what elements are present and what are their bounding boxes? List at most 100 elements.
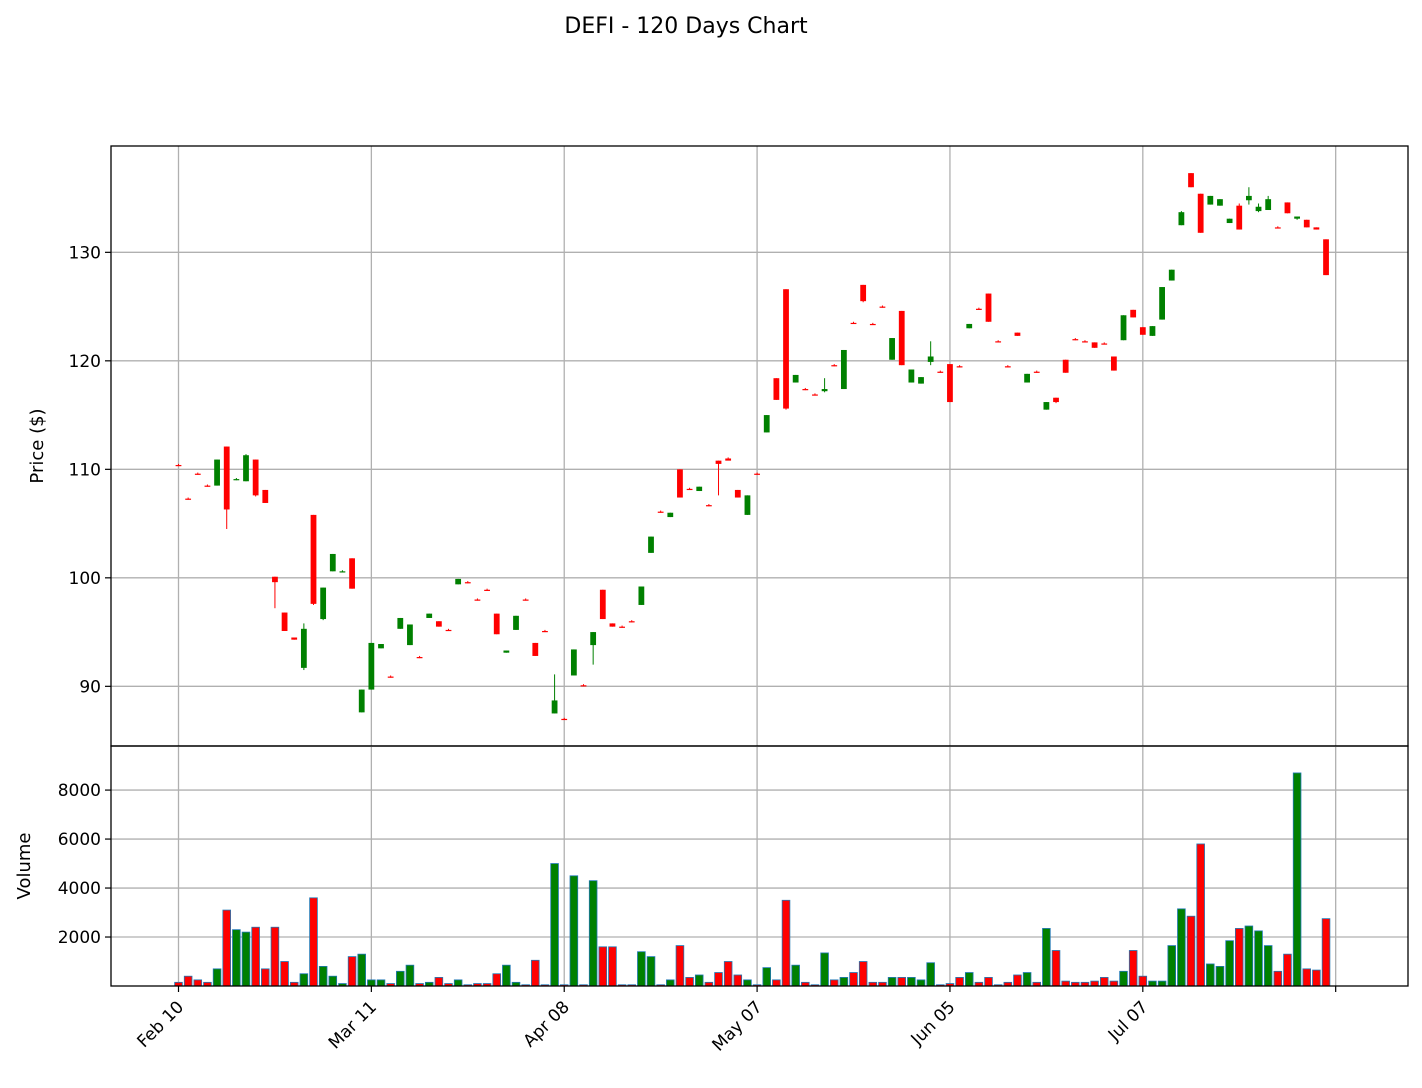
volume-bar <box>1119 970 1128 987</box>
candle-body <box>1043 402 1050 410</box>
candle-body <box>1197 193 1204 233</box>
volume-bar <box>550 863 559 987</box>
candle-body <box>194 473 201 475</box>
volume-bar <box>376 979 386 987</box>
candle-body <box>715 460 722 464</box>
candle-body <box>889 338 895 360</box>
price-axis-label: Price ($) <box>27 408 48 483</box>
candle-body <box>1188 173 1194 188</box>
candle-body <box>1004 366 1011 368</box>
volume-bar <box>907 977 916 987</box>
x-axis: Feb 10 Mar 11 Apr 08 May 07 Jun 05 Jul 07 <box>133 986 1337 1056</box>
candle-body <box>1062 359 1069 373</box>
candle-body <box>570 649 577 676</box>
candle-body <box>667 512 674 518</box>
volume-bar <box>193 979 203 987</box>
volume-bar <box>232 929 241 987</box>
candle-body <box>686 488 693 491</box>
candle-body <box>580 685 587 687</box>
volume-tick-label: 6000 <box>58 830 101 850</box>
candle-body <box>493 613 500 635</box>
candle-body <box>426 613 433 618</box>
candle-body <box>1294 216 1300 219</box>
candle-body <box>927 356 934 362</box>
candle-body <box>542 630 548 633</box>
volume-bar <box>1302 968 1312 987</box>
x-tick-label: Jun 05 <box>907 997 960 1050</box>
candle-body <box>310 514 317 604</box>
candle-body <box>281 612 288 631</box>
candle-body <box>734 489 741 498</box>
volume-bar <box>1090 980 1099 987</box>
x-tick-label: May 07 <box>709 997 767 1055</box>
volume-bar <box>270 926 280 987</box>
volume-bar <box>1234 928 1244 987</box>
volume-bar <box>1225 940 1234 987</box>
volume-bar <box>1292 772 1302 987</box>
candle-body <box>937 371 944 373</box>
volume-bar <box>1109 980 1119 987</box>
candle-body <box>696 486 703 492</box>
volume-bar <box>261 968 270 987</box>
candle-body <box>455 578 462 585</box>
candle-body <box>387 676 394 678</box>
candle-body <box>1101 343 1108 345</box>
candle-body <box>1207 195 1214 205</box>
volume-bar <box>666 979 675 987</box>
candle-body <box>1053 397 1059 403</box>
volume-bar <box>241 931 251 987</box>
candle-body <box>947 364 953 403</box>
price-grid <box>111 146 1408 746</box>
candle-body <box>262 489 269 503</box>
volume-bar <box>1022 972 1032 987</box>
candle-body <box>705 505 712 507</box>
volume-bar <box>829 979 839 987</box>
candle-body <box>783 289 789 409</box>
candle-body <box>975 308 982 310</box>
candle-body <box>869 323 876 326</box>
price-tick-label: 130 <box>69 243 101 263</box>
candle-body <box>619 626 625 628</box>
volume-bar <box>637 951 646 987</box>
volume-y-axis: 2000 4000 6000 8000 <box>58 781 111 948</box>
price-y-axis: 90 100 110 120 130 <box>69 243 111 697</box>
candle-body <box>378 644 384 649</box>
candle-body <box>1149 326 1156 336</box>
candle-body <box>175 464 182 467</box>
volume-bar <box>964 972 974 987</box>
candle-body <box>1159 287 1165 320</box>
volume-bar <box>887 977 897 987</box>
volume-bar <box>608 946 617 987</box>
candle-body <box>1178 212 1185 226</box>
volume-bar <box>328 975 338 987</box>
candle-body <box>551 700 558 714</box>
candle-body <box>763 415 770 433</box>
candle-body <box>879 306 886 308</box>
candle-body <box>812 394 818 396</box>
volume-bar <box>1167 945 1177 987</box>
candle-body <box>1303 219 1310 228</box>
candle-body <box>513 615 519 630</box>
candle-body <box>850 322 857 325</box>
volume-bar <box>1312 969 1321 987</box>
price-tick-label: 120 <box>69 352 101 372</box>
volume-bar <box>694 974 704 987</box>
candle-body <box>252 459 259 496</box>
volume-bar <box>492 973 501 987</box>
volume-bar <box>849 972 858 987</box>
candle-body <box>1255 206 1262 212</box>
volume-bar <box>897 977 906 987</box>
x-tick-label: Feb 10 <box>133 997 188 1052</box>
candle-body <box>898 310 905 366</box>
volume-bar <box>453 979 463 987</box>
candle-body <box>416 657 423 659</box>
candle-body <box>1024 373 1030 383</box>
candle-body <box>1226 218 1233 224</box>
candle-body <box>214 459 220 486</box>
candle-body <box>1168 269 1175 281</box>
candle-body <box>1217 199 1223 206</box>
volume-bar <box>367 979 376 987</box>
volume-bar <box>1206 963 1215 987</box>
volume-bar <box>588 880 598 987</box>
